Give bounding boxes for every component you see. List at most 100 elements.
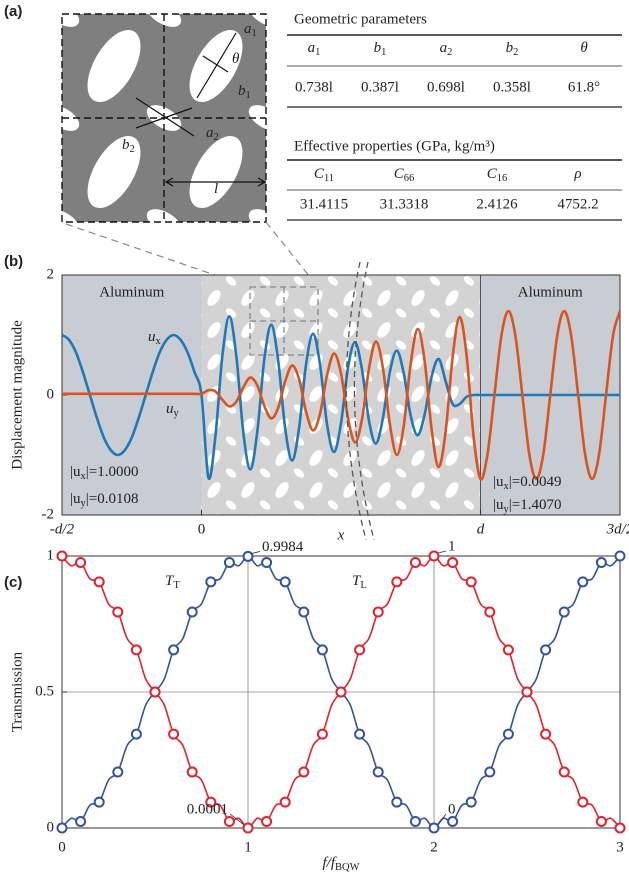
panel-label: (a)	[4, 3, 22, 20]
diagram-label-part: 1	[246, 90, 251, 101]
diagram-label: θ	[232, 51, 240, 67]
marker	[372, 766, 384, 778]
value-label: 0.9984	[262, 539, 304, 555]
marker	[279, 796, 291, 808]
table-header-part: b	[506, 40, 514, 56]
label-leader	[251, 551, 261, 554]
table-header-part: C	[394, 166, 405, 182]
marker	[391, 796, 403, 808]
table-header: C66	[394, 166, 415, 184]
value-label: 1	[448, 538, 456, 554]
dimension-arrows	[135, 32, 267, 187]
x-tick-label: 0	[198, 521, 206, 537]
legend-entry-part: u	[166, 401, 174, 417]
annotation-part: |=0.0108	[86, 491, 139, 507]
legend-entry-part: T	[165, 573, 175, 589]
annotation-part: x	[504, 481, 510, 492]
legend-entry: TT	[165, 573, 180, 591]
table-header: C11	[314, 166, 334, 184]
marker	[242, 822, 254, 834]
marker	[75, 557, 87, 569]
label-leader	[437, 813, 447, 826]
annotation-part: y	[81, 498, 87, 509]
marker	[391, 576, 403, 588]
table-header: C16	[487, 166, 508, 184]
legend-entry-part: x	[156, 336, 162, 347]
panel-c: (c) 0 1 2 3 0 0.5 1 Transmission f/fBQW 0.9984 0 0.0…	[4, 538, 626, 873]
table-header-part: C	[487, 166, 498, 182]
marker	[168, 728, 180, 740]
marker	[168, 644, 180, 656]
marker	[149, 686, 161, 698]
marker	[409, 815, 421, 827]
annotation-part: y	[504, 504, 510, 515]
table-header-part: 2	[513, 47, 518, 58]
break-line	[353, 261, 375, 541]
table-cell: 0.698l	[427, 79, 465, 95]
marker	[186, 606, 198, 618]
legend-entry: uy	[166, 401, 180, 419]
panel-label: (c)	[4, 574, 22, 591]
x-tick-label: 0	[58, 839, 66, 855]
table-cell: 0.387l	[361, 79, 399, 95]
marker	[261, 815, 273, 827]
table-rules	[287, 34, 622, 221]
annotation-part: |u	[70, 491, 81, 507]
legend-entry-part: T	[352, 573, 362, 589]
y-tick-label: 0	[47, 819, 55, 835]
marker	[354, 728, 366, 740]
marker	[354, 644, 366, 656]
marker	[316, 728, 328, 740]
x-axis-label-part: BQW	[335, 862, 360, 873]
table-header-part: 66	[404, 173, 415, 184]
diagram-label: a2	[206, 125, 219, 143]
marker	[298, 766, 310, 778]
diagram-label-part: b	[122, 137, 130, 153]
table-header-part: a	[308, 40, 316, 56]
marker	[242, 550, 254, 562]
marker	[614, 550, 626, 562]
marker	[428, 550, 440, 562]
y-axis-label: Transmission	[9, 651, 25, 732]
table-header: b2	[506, 40, 519, 58]
table-header: b1	[374, 40, 387, 58]
diagram-label: a1	[244, 21, 257, 39]
marker	[447, 815, 459, 827]
legend-entry: ux	[148, 329, 162, 347]
marker	[595, 557, 607, 569]
series-line	[62, 309, 620, 481]
x-axis-label: f/fBQW	[322, 855, 359, 873]
annotation-part: |=0.0049	[509, 474, 562, 490]
panel-label: (b)	[4, 253, 23, 270]
table-header: a2	[440, 40, 453, 58]
x-tick-label: 1	[244, 839, 252, 855]
annotation-part: |u	[493, 474, 504, 490]
region-label: Aluminum	[518, 284, 583, 300]
marker	[93, 796, 105, 808]
legend-entry-part: T	[173, 580, 180, 591]
table-header: ρ	[573, 166, 581, 182]
annotation-part: |u	[70, 464, 81, 480]
marker	[577, 796, 589, 808]
table-title: Geometric parameters	[294, 11, 427, 27]
table-header-part: θ	[580, 40, 588, 56]
marker	[261, 557, 273, 569]
table-header-part: 1	[315, 47, 320, 58]
marker	[502, 728, 514, 740]
marker	[205, 576, 217, 588]
marker	[465, 796, 477, 808]
marker	[409, 557, 421, 569]
region-label: Aluminum	[99, 284, 164, 300]
diagram-label-part: l	[214, 181, 218, 197]
annotation-part: |=1.4070	[509, 497, 562, 513]
marker	[335, 686, 347, 698]
label-leader	[229, 813, 245, 826]
diagram-label-part: a	[244, 21, 252, 37]
marker	[614, 822, 626, 834]
annotation: |ux|=1.0000	[70, 464, 138, 482]
series-line	[62, 315, 620, 481]
table-header-part: 11	[324, 173, 334, 184]
y-tick-label: 0	[47, 386, 55, 402]
